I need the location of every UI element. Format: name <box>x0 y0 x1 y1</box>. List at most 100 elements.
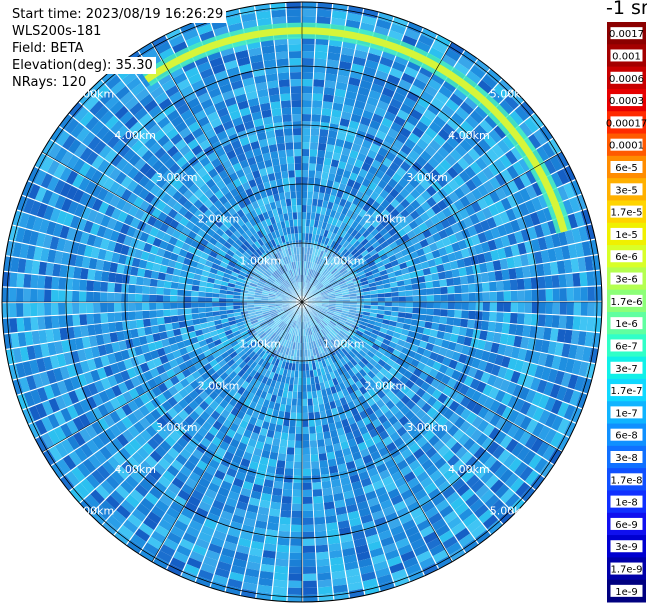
range-gate <box>483 180 495 194</box>
range-gate <box>287 212 293 221</box>
range-gate <box>480 152 494 167</box>
range-gate <box>281 331 287 339</box>
range-gate <box>243 398 252 408</box>
range-gate <box>247 307 255 311</box>
range-gate <box>418 425 430 437</box>
range-gate <box>289 377 295 385</box>
range-gate <box>129 102 144 116</box>
range-gate <box>117 144 131 158</box>
range-gate <box>336 375 343 385</box>
range-gate <box>156 309 164 318</box>
range-gate <box>129 237 140 249</box>
range-gate <box>227 490 240 501</box>
range-gate <box>268 348 275 356</box>
ray-separator <box>166 301 303 570</box>
range-gate <box>389 67 404 79</box>
range-gate <box>522 325 531 338</box>
range-gate <box>339 316 347 322</box>
range-gate <box>277 267 284 275</box>
range-gate <box>351 366 359 375</box>
range-gate <box>135 465 149 479</box>
range-gate <box>345 568 361 578</box>
range-gate <box>356 464 367 474</box>
range-gate <box>274 280 281 287</box>
range-gate <box>174 382 184 392</box>
range-gate <box>369 347 378 355</box>
range-gate <box>134 158 147 171</box>
range-gate <box>215 323 224 330</box>
range-gate <box>66 154 80 170</box>
range-gate <box>274 229 281 238</box>
range-gate <box>492 332 502 344</box>
range-gate <box>300 275 302 283</box>
range-gate <box>195 416 206 427</box>
range-gate <box>258 318 266 324</box>
range-gate <box>156 347 166 357</box>
range-gate <box>159 240 169 250</box>
range-gate <box>328 304 336 308</box>
range-gate <box>283 383 290 391</box>
range-gate <box>310 262 315 270</box>
range-gate <box>149 184 161 196</box>
range-gate <box>226 181 236 192</box>
range-gate <box>236 336 245 344</box>
range-gate <box>183 178 195 189</box>
range-gate <box>103 414 115 428</box>
range-gate <box>321 171 329 180</box>
range-gate <box>427 157 440 169</box>
range-gate <box>245 348 254 356</box>
range-gate <box>118 340 128 351</box>
range-gate <box>549 155 563 172</box>
range-gate <box>213 283 221 290</box>
range-gate <box>130 534 147 548</box>
range-gate <box>286 355 291 363</box>
range-gate <box>514 105 529 122</box>
range-gate <box>416 471 429 483</box>
range-gate <box>173 519 189 532</box>
range-gate <box>443 408 455 420</box>
range-gate <box>167 208 178 219</box>
range-gate <box>266 465 276 474</box>
range-gate <box>469 498 485 513</box>
range-gate <box>341 147 351 157</box>
range-gate <box>329 429 338 438</box>
range-gate <box>101 130 115 145</box>
ray-21 <box>301 301 439 576</box>
range-gate <box>432 315 441 324</box>
range-gate <box>70 241 80 255</box>
range-gate <box>373 185 384 195</box>
range-gate <box>375 261 385 268</box>
range-gate <box>232 416 243 426</box>
range-gate <box>287 587 302 595</box>
range-gate <box>134 384 146 396</box>
range-gate <box>559 302 567 315</box>
range-gate <box>274 129 284 138</box>
range-gate <box>277 537 290 546</box>
range-gate <box>172 442 184 454</box>
range-gate <box>513 427 526 442</box>
range-gate <box>379 327 388 334</box>
range-gate <box>252 534 265 543</box>
range-gate <box>341 310 349 315</box>
range-gate <box>504 473 519 488</box>
range-gate <box>85 474 100 489</box>
range-gate <box>384 134 396 145</box>
range-gate <box>257 183 266 192</box>
range-gate <box>103 227 114 240</box>
range-gate <box>223 143 234 154</box>
range-gate <box>210 117 222 129</box>
range-gate <box>347 127 358 137</box>
range-gate <box>128 311 136 321</box>
range-gate <box>364 438 375 448</box>
range-gate <box>449 333 459 343</box>
range-gate <box>67 200 79 215</box>
range-gate <box>421 391 432 403</box>
range-gate <box>262 211 270 220</box>
range-gate <box>317 313 324 319</box>
range-gate <box>267 80 279 89</box>
range-gate <box>285 376 291 384</box>
range-gate <box>322 395 329 404</box>
range-gate <box>316 273 322 281</box>
range-gate <box>311 248 317 256</box>
range-gate <box>321 320 328 326</box>
